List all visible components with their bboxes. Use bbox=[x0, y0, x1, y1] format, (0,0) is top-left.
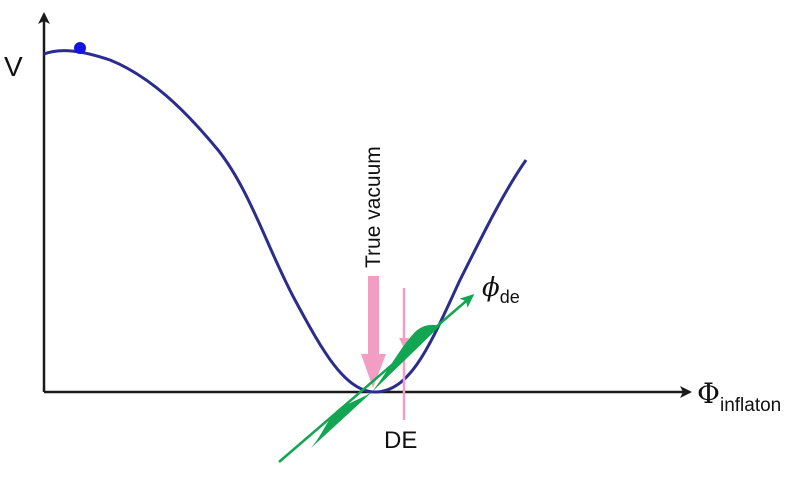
initial-point-marker bbox=[74, 42, 86, 54]
true-vacuum-label: True vacuum bbox=[362, 146, 385, 268]
de-potential-lobe-upper bbox=[372, 324, 440, 392]
potential-curve bbox=[43, 49, 528, 394]
y-axis-label: V bbox=[4, 51, 23, 82]
de-potential-lobe-lower bbox=[311, 392, 372, 448]
de-marker-label: DE bbox=[384, 427, 417, 454]
x-axis-label: Φinflaton bbox=[697, 377, 781, 416]
true-vacuum-arrow bbox=[361, 276, 386, 388]
de-field-label: ϕde bbox=[482, 273, 520, 307]
de-field-axis bbox=[278, 294, 475, 463]
